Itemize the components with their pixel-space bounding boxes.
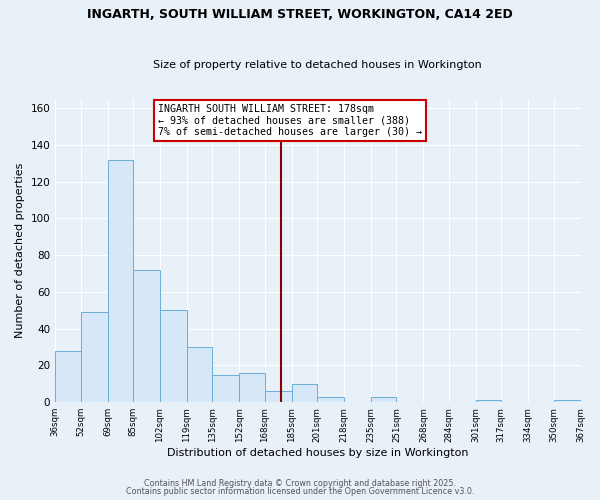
- Bar: [160, 310, 187, 402]
- X-axis label: Distribution of detached houses by size in Workington: Distribution of detached houses by size …: [167, 448, 469, 458]
- Bar: [107, 160, 133, 402]
- Bar: [80, 312, 107, 402]
- Bar: [371, 396, 397, 402]
- Bar: [554, 400, 581, 402]
- Text: INGARTH, SOUTH WILLIAM STREET, WORKINGTON, CA14 2ED: INGARTH, SOUTH WILLIAM STREET, WORKINGTO…: [87, 8, 513, 20]
- Bar: [239, 373, 265, 402]
- Bar: [187, 347, 212, 402]
- Bar: [265, 391, 292, 402]
- Bar: [292, 384, 317, 402]
- Bar: [55, 351, 80, 402]
- Bar: [476, 400, 501, 402]
- Title: Size of property relative to detached houses in Workington: Size of property relative to detached ho…: [154, 60, 482, 70]
- Text: Contains public sector information licensed under the Open Government Licence v3: Contains public sector information licen…: [126, 487, 474, 496]
- Bar: [317, 396, 344, 402]
- Text: Contains HM Land Registry data © Crown copyright and database right 2025.: Contains HM Land Registry data © Crown c…: [144, 478, 456, 488]
- Bar: [212, 374, 239, 402]
- Text: INGARTH SOUTH WILLIAM STREET: 178sqm
← 93% of detached houses are smaller (388)
: INGARTH SOUTH WILLIAM STREET: 178sqm ← 9…: [158, 104, 422, 137]
- Y-axis label: Number of detached properties: Number of detached properties: [15, 163, 25, 338]
- Bar: [133, 270, 160, 402]
